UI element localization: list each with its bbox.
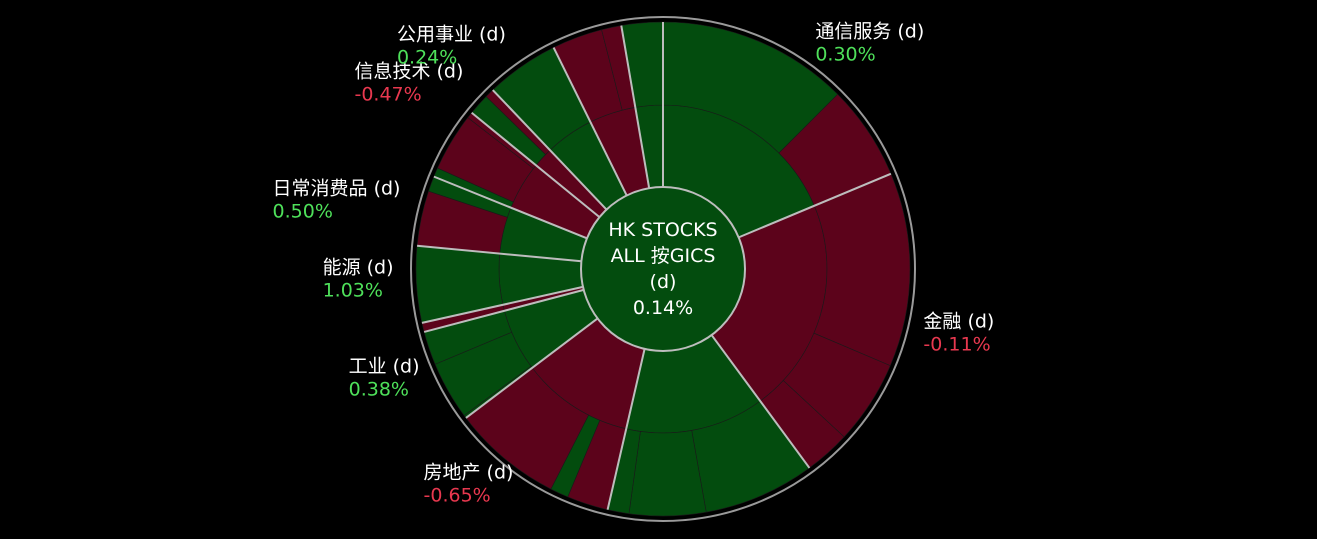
center-value: 0.14% (633, 297, 693, 319)
center-title-line2: ALL 按GICS (611, 245, 716, 267)
sunburst-rings (410, 16, 916, 522)
sector-divider-3 (606, 348, 646, 510)
sector-label-name-7: 日常消费品 (d) (273, 178, 401, 200)
subindustry-arc-1-0[interactable] (813, 173, 911, 367)
sector-label-name-10: 公用事业 (d) (397, 24, 506, 46)
sector-label-value-7: 0.50% (273, 201, 333, 223)
sector-divider-5 (423, 288, 584, 333)
sector-divider-7 (417, 244, 582, 263)
sector-divider-4 (465, 317, 599, 419)
sector-label-value-1: -0.11% (923, 333, 990, 355)
center-title-line3: (d) (650, 271, 677, 293)
sector-divider-10 (492, 89, 608, 211)
sector-label-name-9: 信息技术 (d) (354, 60, 463, 82)
sector-label-value-3: -0.65% (424, 485, 491, 507)
center-title-line1: HK STOCKS (608, 219, 717, 241)
sector-divider-2 (710, 334, 811, 469)
sector-divider-9 (471, 111, 601, 218)
sector-divider-1 (738, 172, 892, 239)
sector-label-name-4: 工业 (d) (349, 355, 420, 377)
sector-label-name-3: 房地产 (d) (424, 462, 514, 484)
sector-label-name-6: 能源 (d) (323, 257, 394, 279)
sector-labels: 通信服务 (d)0.30% 金融 (d)-0.11% 房地产 (d)-0.65% 工业… (273, 20, 995, 506)
sector-label-value-6: 1.03% (323, 280, 383, 302)
sector-divider-11 (552, 47, 628, 196)
sector-label-value-9: -0.47% (354, 83, 421, 105)
sector-label-name-0: 通信服务 (d) (815, 20, 924, 42)
sector-divider-12 (620, 25, 651, 189)
sector-label-value-10: 0.24% (397, 47, 457, 69)
sector-divider-8 (433, 175, 588, 240)
outer-ring (410, 16, 916, 522)
sector-label-value-0: 0.30% (815, 43, 875, 65)
sector-divider-6 (421, 285, 584, 324)
sector-label-value-4: 0.38% (349, 378, 409, 400)
sector-label-name-1: 金融 (d) (923, 310, 994, 332)
center-node[interactable]: HK STOCKS ALL 按GICS (d) 0.14% (580, 186, 746, 352)
center-circle (580, 186, 746, 352)
